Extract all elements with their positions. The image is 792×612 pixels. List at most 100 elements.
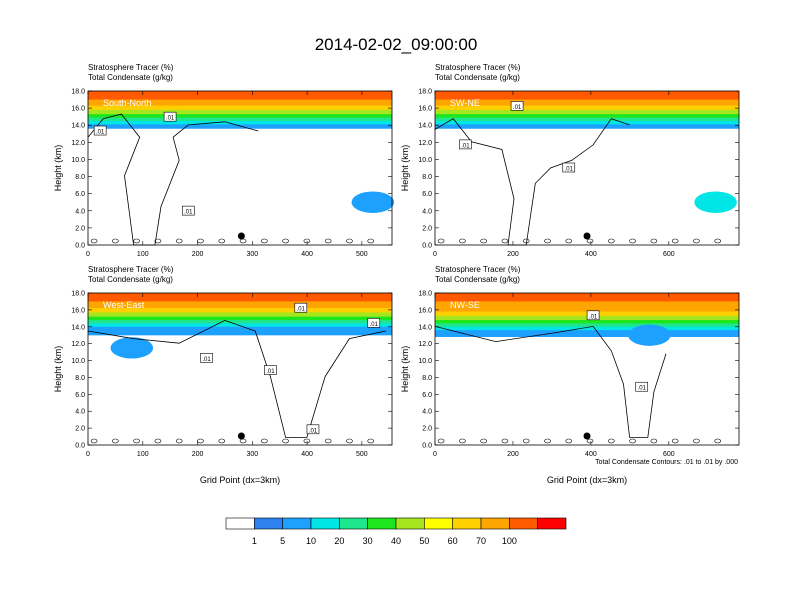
panel-title: Stratosphere Tracer (%): [435, 63, 521, 72]
xtick-label: 400: [301, 251, 313, 258]
surface-contour: [522, 238, 530, 244]
ytick-label: 10.0: [418, 157, 432, 164]
surface-contour: [608, 238, 615, 244]
colorbar-swatch: [480, 517, 510, 530]
ytick-label: 10.0: [71, 157, 85, 164]
tracer-band-fill: [88, 293, 392, 302]
surface-contour: [586, 238, 594, 244]
plot-frame: [434, 292, 740, 446]
colorbar-swatch: [395, 517, 425, 530]
xlabel: Grid Point (dx=3km): [547, 475, 627, 485]
xtick-label: 100: [137, 451, 149, 458]
panel-name: NW-SE: [450, 300, 480, 310]
surface-contour: [480, 438, 487, 444]
xtick-label: 0: [86, 251, 90, 258]
surface-contour: [671, 238, 679, 244]
surface-contour: [154, 438, 162, 444]
xtick-label: 200: [192, 251, 204, 258]
surface-contour: [175, 438, 183, 444]
panel-title: Stratosphere Tracer (%): [88, 265, 174, 274]
ytick-label: 2.0: [75, 426, 85, 433]
surface-contour: [480, 238, 487, 244]
surface-contour: [324, 238, 332, 244]
tracer-band-fill: [88, 91, 392, 100]
contour-label-box: [510, 101, 524, 111]
tracer-blob: [351, 191, 395, 214]
contour-label: .01: [513, 105, 522, 111]
contour-label-box: [294, 302, 308, 313]
contour-label: .01: [638, 386, 647, 392]
colorbar-label: 40: [391, 536, 401, 546]
contour-label: .01: [166, 116, 175, 122]
panels: Stratosphere Tracer (%)Total Condensate …: [53, 63, 740, 485]
surface-contour: [282, 438, 289, 444]
surface-contour: [282, 238, 289, 244]
plot-frame: [434, 90, 740, 246]
surface-contour: [367, 438, 375, 444]
colorbar-label: 100: [502, 536, 517, 546]
contour-label: .01: [565, 167, 574, 173]
contour-label-box: [367, 318, 381, 328]
surface-contour: [133, 438, 140, 444]
contour-label-box: [93, 125, 107, 136]
surface-contour: [261, 438, 268, 444]
surface-contour: [650, 438, 658, 444]
panel-name: SW-NE: [450, 98, 480, 108]
ytick-label: 12.0: [418, 341, 432, 348]
surface-contour: [437, 438, 445, 444]
surface-contour: [90, 238, 98, 244]
ytick-label: 6.0: [75, 392, 85, 399]
ytick-label: 16.0: [418, 106, 432, 113]
tracer-blob: [110, 337, 154, 359]
ytick-label: 0.0: [75, 243, 85, 250]
location-marker: [583, 432, 591, 440]
xtick-label: 400: [301, 451, 313, 458]
surface-contour: [714, 238, 722, 244]
contour-label: .01: [202, 357, 211, 363]
ytick-label: 4.0: [75, 208, 85, 215]
panel-subtitle: Total Condensate (g/kg): [435, 73, 520, 82]
contour-label: .01: [266, 369, 275, 375]
surface-contour: [693, 438, 700, 444]
xtick-label: 200: [507, 251, 519, 258]
colorbar-swatch: [225, 517, 255, 530]
tracer-band-fill: [435, 293, 739, 302]
surface-contour: [650, 238, 658, 244]
location-marker: [237, 232, 245, 240]
surface-contour: [133, 238, 140, 244]
surface-contour: [112, 438, 119, 444]
surface-contour: [565, 438, 573, 444]
ytick-label: 8.0: [75, 375, 85, 382]
surface-contour: [112, 238, 119, 244]
xtick-label: 0: [86, 451, 90, 458]
tracer-band-fill: [435, 91, 739, 100]
surface-contour: [522, 438, 530, 444]
surface-contour: [324, 438, 332, 444]
surface-contour: [565, 238, 573, 244]
ytick-label: 6.0: [75, 191, 85, 198]
ytick-label: 2.0: [75, 225, 85, 232]
surface-contour: [544, 438, 551, 444]
ytick-label: 14.0: [71, 324, 85, 331]
panel-nw-se: Stratosphere Tracer (%)Total Condensate …: [400, 265, 740, 485]
surface-contour: [459, 438, 466, 444]
location-marker: [237, 432, 245, 440]
ytick-label: 18.0: [71, 89, 85, 96]
surface-contour: [154, 238, 162, 244]
colorbar-swatch: [509, 517, 538, 530]
xtick-label: 200: [192, 451, 204, 458]
contour-label-box: [182, 205, 195, 216]
colorbar-label: 60: [448, 536, 458, 546]
ytick-label: 18.0: [418, 89, 432, 96]
contour-label: .01: [184, 210, 193, 216]
surface-contour: [629, 238, 636, 244]
panel-subtitle: Total Condensate (g/kg): [88, 275, 173, 284]
contour-label-box: [635, 381, 649, 392]
contour-label-box: [163, 111, 177, 122]
colorbar-label: 1: [252, 536, 257, 546]
panel-west-east: Stratosphere Tracer (%)Total Condensate …: [53, 265, 393, 485]
ytick-label: 8.0: [422, 174, 432, 181]
surface-contour: [218, 438, 226, 444]
location-marker: [583, 232, 591, 240]
